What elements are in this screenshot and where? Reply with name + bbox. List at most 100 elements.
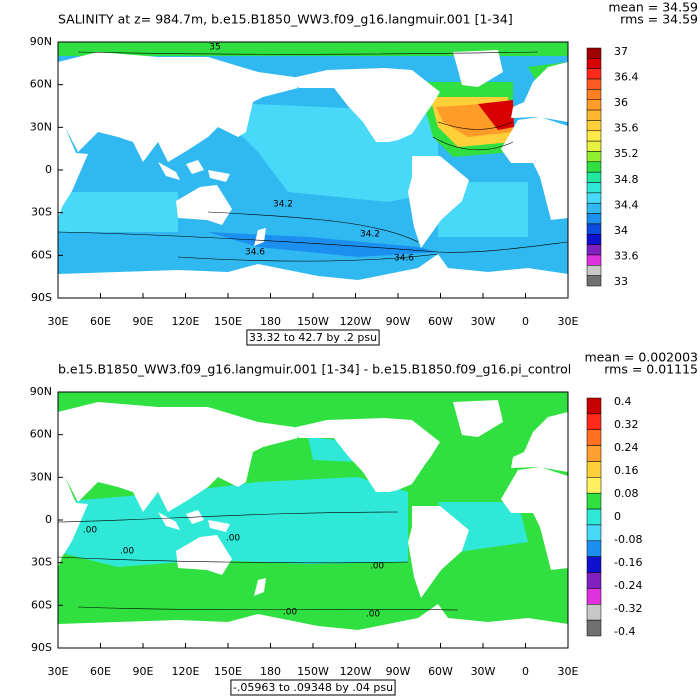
- lon-label: 120W: [340, 315, 372, 328]
- colorbar-label: 36: [614, 96, 628, 109]
- colorbar-box: [586, 130, 602, 142]
- colorbar-box: [586, 397, 602, 415]
- colorbar-box: [586, 413, 602, 430]
- map: [57, 41, 569, 299]
- lon-label: 60W: [428, 315, 453, 328]
- lat-label: 30N: [30, 120, 52, 133]
- colorbar-box: [586, 99, 602, 111]
- lon-label: 150W: [297, 315, 329, 328]
- lon-label: 30E: [48, 665, 69, 678]
- contour-label: .00: [283, 608, 298, 618]
- colorbar-label: 0.08: [614, 487, 639, 500]
- colorbar-box: [586, 477, 602, 494]
- colorbar-box: [586, 508, 602, 526]
- colorbar-label: -0.08: [614, 533, 642, 546]
- contour-label: .00: [83, 526, 98, 536]
- lat-label: 90N: [30, 385, 52, 398]
- lon-label: 30W: [471, 315, 496, 328]
- colorbar-box: [586, 540, 602, 557]
- lat-label: 60S: [31, 598, 52, 611]
- stat-rms: rms = 0.01115: [604, 362, 698, 377]
- lat-label: 90S: [31, 641, 52, 654]
- colorbar-box: [586, 213, 602, 225]
- lon-label: 120W: [340, 665, 372, 678]
- colorbar-label: 35.6: [614, 122, 639, 135]
- range-note-box: [246, 329, 380, 346]
- contour-label: 34.2: [360, 230, 380, 240]
- contour-label: 34.6: [245, 248, 265, 258]
- colorbar-box: [586, 223, 602, 235]
- colorbar-label: 0: [614, 510, 621, 523]
- panel: SALINITY at z= 984.7m, b.e15.B1850_WW3.f…: [30, 0, 698, 346]
- colorbar-label: -0.4: [614, 625, 635, 638]
- lon-label: 150W: [297, 665, 329, 678]
- colorbar-box: [586, 254, 602, 266]
- colorbar-box: [586, 244, 602, 256]
- colorbar-box: [586, 120, 602, 132]
- lon-label: 120E: [172, 665, 200, 678]
- lon-label: 60E: [90, 315, 111, 328]
- lon-label: 150E: [214, 665, 242, 678]
- colorbar-box: [586, 89, 602, 100]
- colorbar-box: [586, 78, 602, 90]
- colorbar-box: [586, 275, 602, 287]
- lat-label: 0: [45, 163, 52, 176]
- contour-label: .00: [370, 562, 385, 572]
- colorbar-box: [586, 47, 602, 59]
- colorbar-label: 36.4: [614, 71, 639, 84]
- stat-mean: mean = 0.002003: [584, 350, 698, 365]
- range-note: -.05963 to .09348 by .04 psu: [233, 681, 393, 694]
- lat-label: 30S: [31, 556, 52, 569]
- contour-label: 35: [209, 43, 220, 53]
- colorbar-label: 33: [614, 275, 628, 288]
- lon-label: 180: [260, 665, 281, 678]
- colorbar-box: [586, 192, 602, 204]
- lon-label: 30E: [48, 315, 69, 328]
- lon-label: 90W: [386, 315, 411, 328]
- colorbar-box: [586, 202, 602, 214]
- colorbar-box: [586, 588, 602, 605]
- contour-label: 34.2: [273, 200, 293, 210]
- lat-label: 90N: [30, 35, 52, 48]
- colorbar-label: 37: [614, 45, 628, 58]
- lon-label: 180: [260, 315, 281, 328]
- panel-title: SALINITY at z= 984.7m, b.e15.B1850_WW3.f…: [58, 12, 513, 27]
- colorbar-box: [586, 492, 602, 510]
- map: [57, 391, 569, 649]
- contour-label: .00: [226, 534, 241, 544]
- contour-label: .00: [366, 610, 381, 620]
- lat-label: 60N: [30, 78, 52, 91]
- lon-label: 90W: [386, 665, 411, 678]
- colorbar-box: [586, 151, 602, 163]
- colorbar-label: 0.4: [614, 395, 632, 408]
- colorbar-box: [586, 182, 602, 194]
- colorbar-box: [586, 171, 602, 183]
- colorbar-box: [586, 556, 602, 573]
- colorbar-box: [586, 604, 602, 621]
- colorbar-box: [586, 524, 602, 542]
- panel: b.e15.B1850_WW3.f09_g16.langmuir.001 [1-…: [30, 350, 698, 696]
- colorbar-box: [586, 109, 602, 121]
- colorbar-box: [586, 58, 602, 69]
- lon-label: 120E: [172, 315, 200, 328]
- lat-label: 30N: [30, 470, 52, 483]
- lat-label: 30S: [31, 206, 52, 219]
- lon-label: 30E: [558, 315, 579, 328]
- colorbar-label: 34.8: [614, 173, 639, 186]
- colorbar-box: [586, 619, 602, 637]
- colorbar-box: [586, 429, 602, 446]
- stat-mean: mean = 34.59: [608, 0, 698, 15]
- lon-label: 60E: [90, 665, 111, 678]
- colorbar-label: 34: [614, 224, 628, 237]
- lon-label: 90E: [133, 315, 154, 328]
- lon-label: 0: [522, 315, 529, 328]
- lat-label: 60N: [30, 428, 52, 441]
- range-note: 33.32 to 42.7 by .2 psu: [249, 331, 377, 344]
- colorbar-box: [586, 68, 602, 80]
- colorbar-label: 35.2: [614, 147, 639, 160]
- colorbar-box: [586, 265, 602, 276]
- colorbar-box: [586, 161, 602, 173]
- colorbar-label: -0.32: [614, 602, 642, 615]
- colorbar-label: 33.6: [614, 249, 639, 262]
